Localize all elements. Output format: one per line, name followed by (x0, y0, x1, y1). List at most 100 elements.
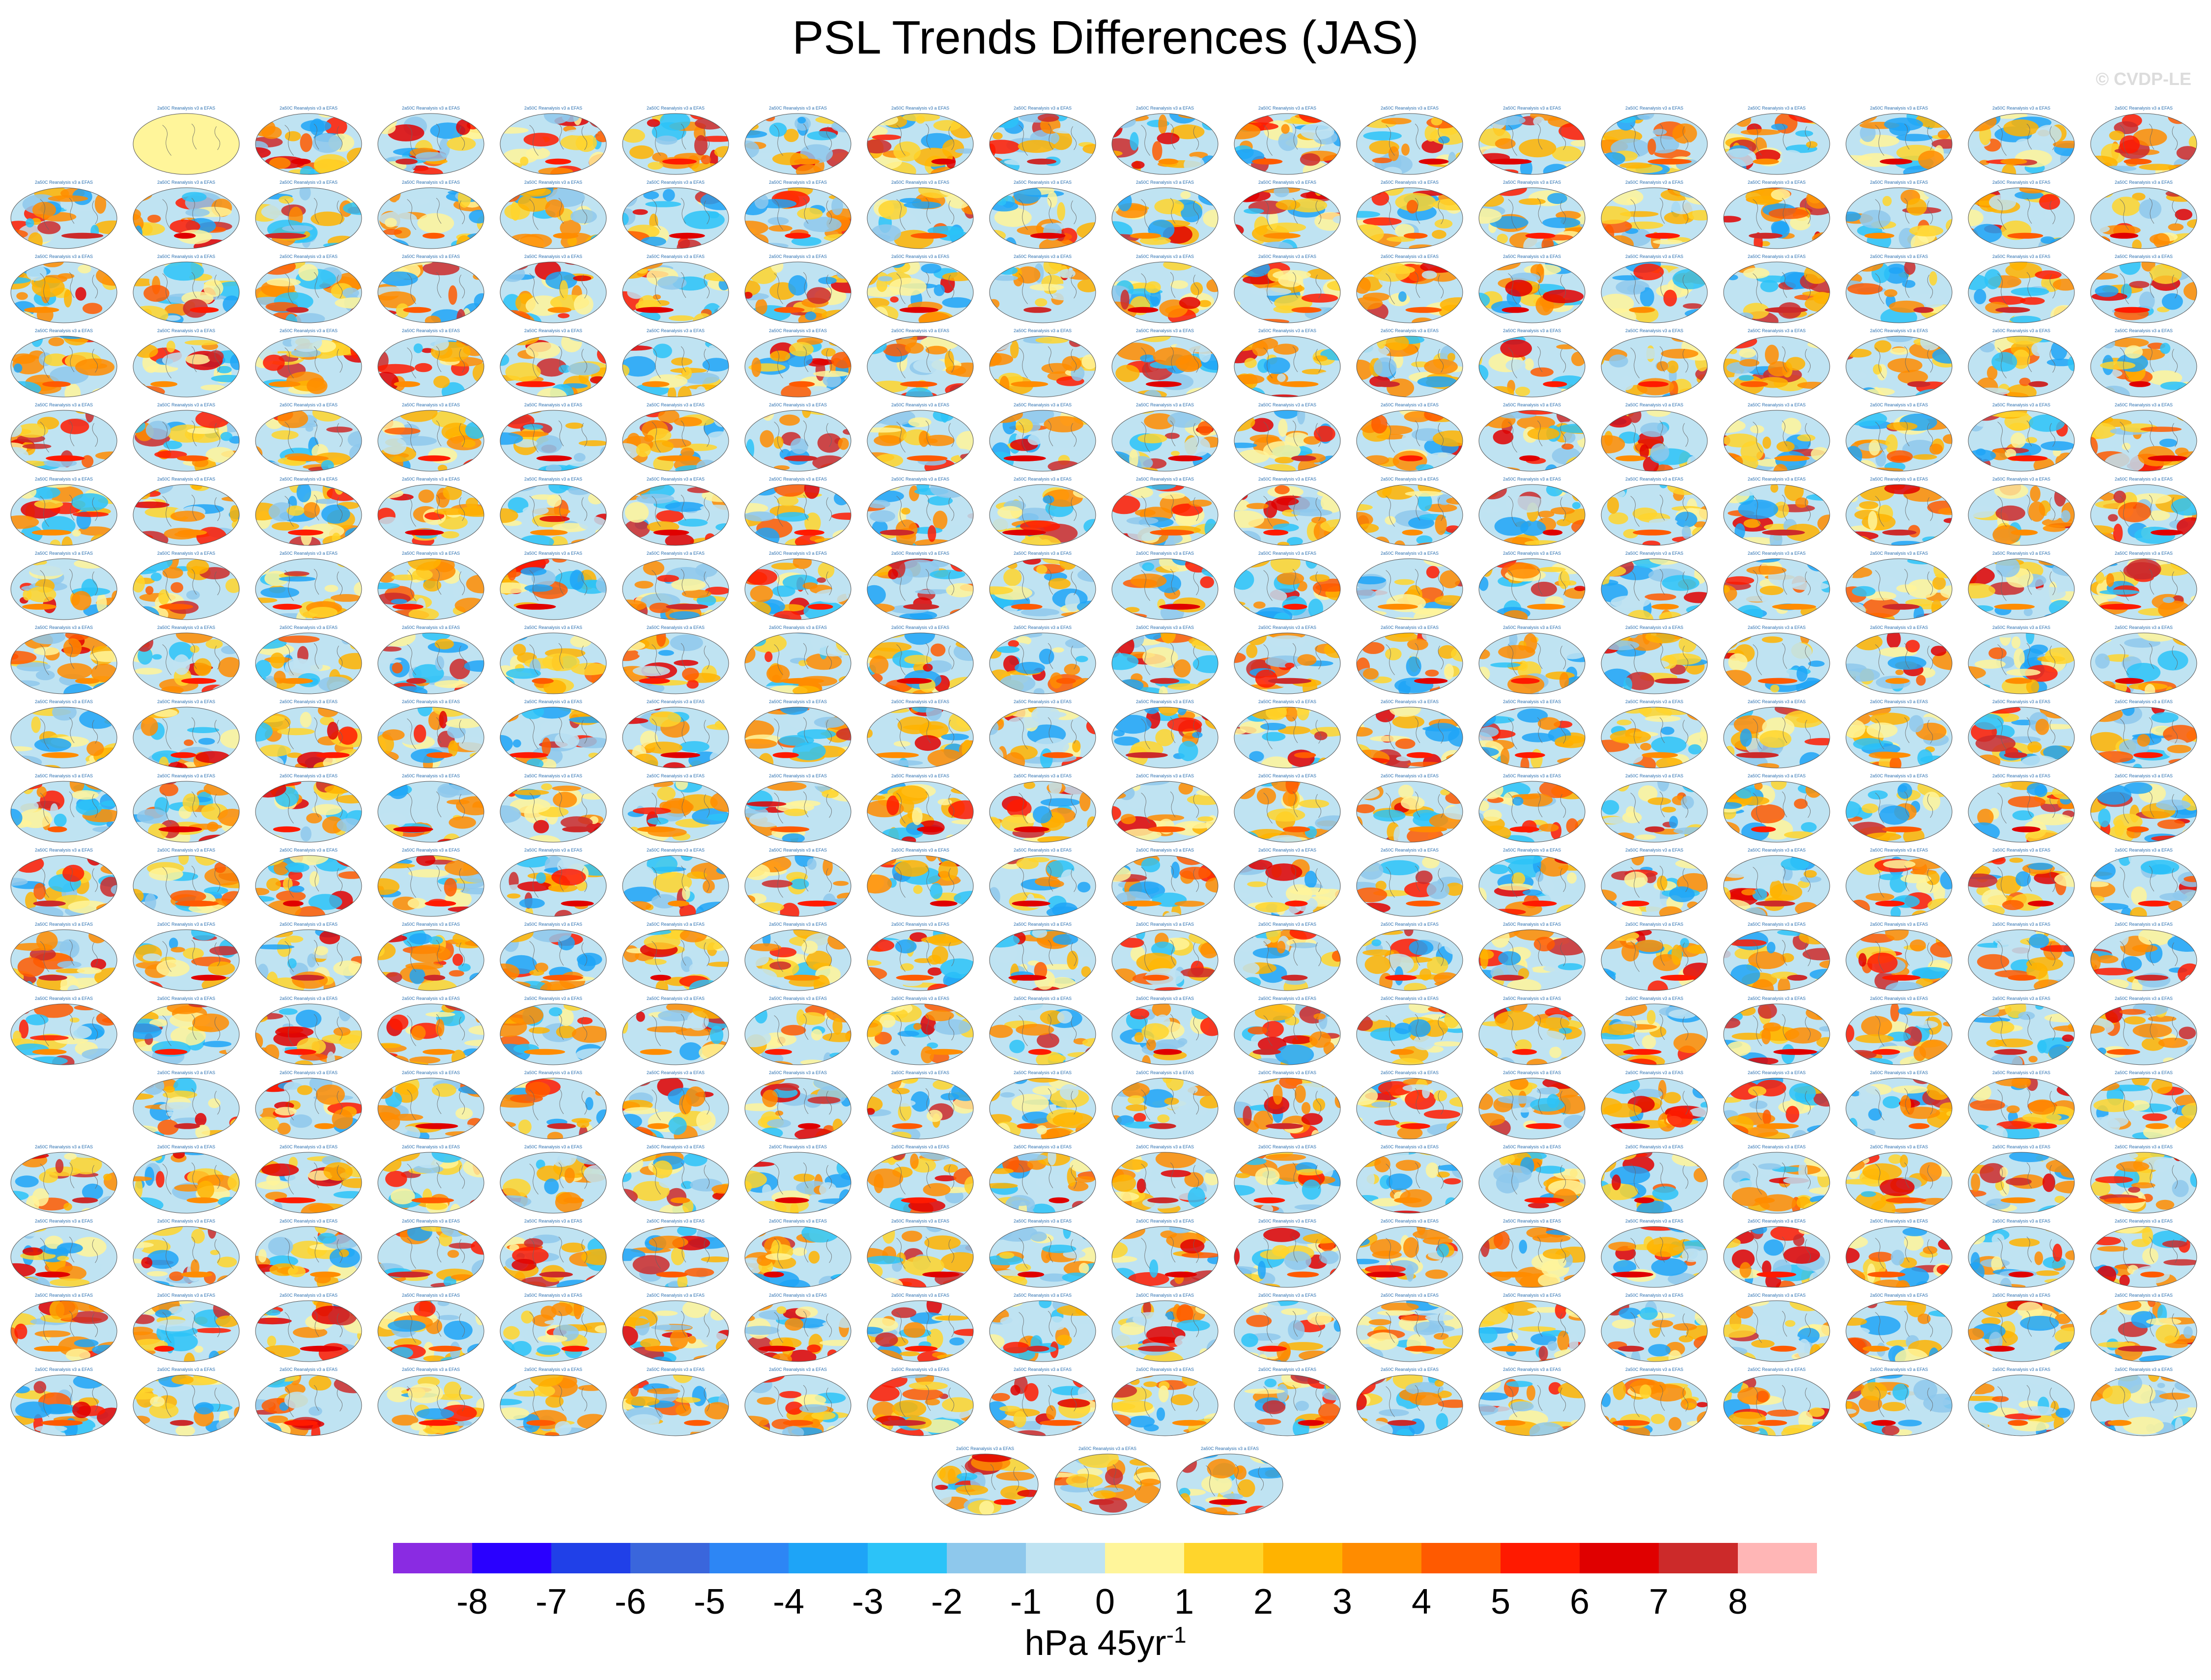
map-panel-caption: 2a50C Reanalysis v3 a EFAS (619, 106, 732, 111)
map-panel: 2a50C Reanalysis v3 a EFAS (741, 625, 854, 699)
map-panel-caption: 2a50C Reanalysis v3 a EFAS (1965, 699, 2078, 704)
map-panel: 2a50C Reanalysis v3 a EFAS (1475, 254, 1588, 328)
map-panel-plot (1723, 113, 1831, 175)
map-panel-caption: 2a50C Reanalysis v3 a EFAS (619, 1070, 732, 1075)
map-panel: 2a50C Reanalysis v3 a EFAS (7, 328, 120, 402)
map-panel-caption: 2a50C Reanalysis v3 a EFAS (1842, 996, 1956, 1001)
map-panel-plot (622, 854, 730, 917)
map-panel-caption: 2a50C Reanalysis v3 a EFAS (1475, 996, 1588, 1001)
map-panel-caption: 2a50C Reanalysis v3 a EFAS (130, 922, 243, 927)
map-panel-plot (499, 335, 607, 398)
map-panel-plot (989, 929, 1097, 992)
map-panel-plot (1967, 558, 2075, 621)
map-panel: 2a50C Reanalysis v3 a EFAS (1720, 1293, 1833, 1367)
map-panel-caption: 2a50C Reanalysis v3 a EFAS (130, 699, 243, 704)
map-panel: 2a50C Reanalysis v3 a EFAS (497, 1070, 610, 1144)
map-panel-caption: 2a50C Reanalysis v3 a EFAS (1475, 922, 1588, 927)
map-panel-caption: 2a50C Reanalysis v3 a EFAS (252, 402, 365, 407)
map-panel-caption: 2a50C Reanalysis v3 a EFAS (864, 328, 977, 333)
map-panel: 2a50C Reanalysis v3 a EFAS (374, 254, 487, 328)
map-panel: 2a50C Reanalysis v3 a EFAS (1353, 773, 1466, 847)
map-panel-plot (1478, 558, 1586, 621)
map-panel-plot (622, 335, 730, 398)
map-panel-plot (1478, 706, 1586, 769)
map-panel-plot (866, 929, 974, 992)
map-panel-plot (1600, 1003, 1708, 1066)
map-panel-caption: 2a50C Reanalysis v3 a EFAS (130, 1219, 243, 1224)
map-panel: 2a50C Reanalysis v3 a EFAS (1475, 1070, 1588, 1144)
map-panel: 2a50C Reanalysis v3 a EFAS (1720, 1219, 1833, 1292)
map-panel: 2a50C Reanalysis v3 a EFAS (252, 477, 365, 550)
map-panel-caption: 2a50C Reanalysis v3 a EFAS (986, 180, 1099, 185)
map-panel-caption: 2a50C Reanalysis v3 a EFAS (864, 106, 977, 111)
map-panel-plot (1967, 1374, 2075, 1437)
map-panel: 2a50C Reanalysis v3 a EFAS (619, 254, 732, 328)
map-panel-caption: 2a50C Reanalysis v3 a EFAS (374, 773, 487, 778)
map-panel-plot (989, 335, 1097, 398)
map-panel-plot (499, 1003, 607, 1066)
map-panel-caption: 2a50C Reanalysis v3 a EFAS (741, 848, 854, 853)
map-panel: 2a50C Reanalysis v3 a EFAS (864, 180, 977, 254)
map-panel-plot (132, 1151, 240, 1214)
map-panel: 2a50C Reanalysis v3 a EFAS (1353, 1367, 1466, 1441)
map-panel-caption: 2a50C Reanalysis v3 a EFAS (2087, 996, 2200, 1001)
map-panel-caption: 2a50C Reanalysis v3 a EFAS (1231, 699, 1344, 704)
map-panel-caption: 2a50C Reanalysis v3 a EFAS (374, 1144, 487, 1149)
map-panel-caption: 2a50C Reanalysis v3 a EFAS (1598, 625, 1711, 630)
map-panel-plot (866, 558, 974, 621)
map-panel: 2a50C Reanalysis v3 a EFAS (1598, 180, 1711, 254)
map-panel-caption: 2a50C Reanalysis v3 a EFAS (1842, 922, 1956, 927)
map-panel-caption: 2a50C Reanalysis v3 a EFAS (252, 106, 365, 111)
map-panel-plot (1356, 261, 1464, 324)
map-panel: 2a50C Reanalysis v3 a EFAS (1842, 254, 1956, 328)
map-panel-plot (1845, 1300, 1953, 1363)
map-panel-caption: 2a50C Reanalysis v3 a EFAS (1842, 254, 1956, 259)
map-panel-plot (2090, 558, 2198, 621)
map-panel-plot (132, 335, 240, 398)
map-panel-caption: 2a50C Reanalysis v3 a EFAS (497, 477, 610, 482)
map-panel-caption: 2a50C Reanalysis v3 a EFAS (619, 254, 732, 259)
map-panel: 2a50C Reanalysis v3 a EFAS (497, 328, 610, 402)
map-panel: 2a50C Reanalysis v3 a EFAS (1108, 848, 1221, 921)
map-panel: 2a50C Reanalysis v3 a EFAS (1598, 922, 1711, 996)
map-panel: 2a50C Reanalysis v3 a EFAS (1842, 1367, 1956, 1441)
map-panel-plot (1845, 1151, 1953, 1214)
map-panel-plot (499, 1374, 607, 1437)
map-panel-caption: 2a50C Reanalysis v3 a EFAS (864, 699, 977, 704)
map-panel-caption: 2a50C Reanalysis v3 a EFAS (1598, 1219, 1711, 1224)
map-panel: 2a50C Reanalysis v3 a EFAS (1108, 477, 1221, 550)
map-panel-plot (989, 1077, 1097, 1140)
map-panel: 2a50C Reanalysis v3 a EFAS (619, 180, 732, 254)
map-panel-plot (622, 558, 730, 621)
map-panel-plot (622, 1374, 730, 1437)
map-panel: 2a50C Reanalysis v3 a EFAS (986, 773, 1099, 847)
map-panel-plot (1723, 929, 1831, 992)
map-panel: 2a50C Reanalysis v3 a EFAS (252, 254, 365, 328)
map-panel-caption: 2a50C Reanalysis v3 a EFAS (1231, 922, 1344, 927)
map-panel-caption: 2a50C Reanalysis v3 a EFAS (1353, 996, 1466, 1001)
map-panel: 2a50C Reanalysis v3 a EFAS (741, 699, 854, 773)
map-panel: 2a50C Reanalysis v3 a EFAS (986, 551, 1099, 625)
map-panel-plot (622, 1151, 730, 1214)
map-panel-caption: 2a50C Reanalysis v3 a EFAS (374, 180, 487, 185)
map-panel-caption: 2a50C Reanalysis v3 a EFAS (1842, 1367, 1956, 1372)
map-panel: 2a50C Reanalysis v3 a EFAS (986, 699, 1099, 773)
map-panel: 2a50C Reanalysis v3 a EFAS (497, 922, 610, 996)
map-panel: 2a50C Reanalysis v3 a EFAS (1965, 106, 2078, 179)
map-panel-caption: 2a50C Reanalysis v3 a EFAS (374, 1070, 487, 1075)
map-panel: 2a50C Reanalysis v3 a EFAS (619, 848, 732, 921)
map-panel-plot (1356, 484, 1464, 546)
map-panel-plot (499, 261, 607, 324)
map-panel: 2a50C Reanalysis v3 a EFAS (374, 699, 487, 773)
map-panel: 2a50C Reanalysis v3 a EFAS (252, 1293, 365, 1367)
map-panel: 2a50C Reanalysis v3 a EFAS (7, 699, 120, 773)
map-panel-plot (744, 484, 852, 546)
map-panel-plot (1478, 780, 1586, 843)
map-panel-caption: 2a50C Reanalysis v3 a EFAS (7, 402, 120, 407)
map-panel: 2a50C Reanalysis v3 a EFAS (1842, 477, 1956, 550)
map-panel: 2a50C Reanalysis v3 a EFAS (374, 848, 487, 921)
map-panel-plot (132, 409, 240, 472)
map-panel-caption: 2a50C Reanalysis v3 a EFAS (619, 996, 732, 1001)
map-panel: 2a50C Reanalysis v3 a EFAS (1842, 328, 1956, 402)
map-panel: 2a50C Reanalysis v3 a EFAS (1720, 254, 1833, 328)
